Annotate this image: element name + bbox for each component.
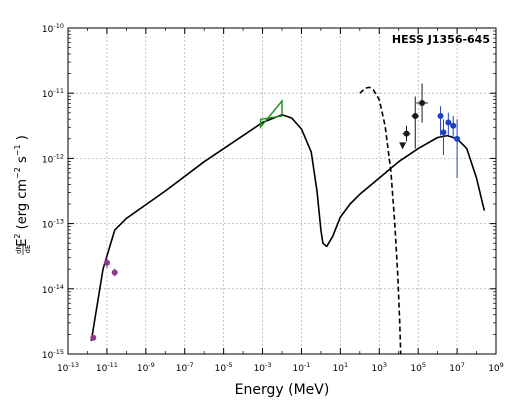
chart-title: HESS J1356-645 bbox=[392, 33, 490, 46]
y-tick-label-5: 10-10 bbox=[42, 22, 64, 35]
x-axis-label: Energy (MeV) bbox=[235, 382, 330, 398]
x-tick-label-7: 101 bbox=[333, 361, 349, 374]
blue-point-3 bbox=[450, 122, 457, 129]
ylabel-exp2: −1 bbox=[13, 144, 22, 156]
x-tick-label-11: 109 bbox=[488, 361, 504, 374]
grid-layer bbox=[68, 28, 496, 354]
purple-point-2 bbox=[111, 269, 118, 276]
blue-point-4 bbox=[454, 135, 461, 142]
bowtie-layer bbox=[259, 99, 283, 130]
curve-dashed-model bbox=[359, 86, 402, 355]
black-point-2 bbox=[419, 99, 426, 106]
model-curves bbox=[90, 86, 486, 355]
ylabel-frac-den: dE bbox=[24, 245, 32, 254]
blue-point-1 bbox=[440, 129, 447, 136]
ylabel-open: (erg cm bbox=[15, 179, 30, 229]
ylabel-mid: s bbox=[15, 156, 30, 167]
y-tick-label-2: 10-13 bbox=[42, 218, 64, 231]
fermi-bowtie bbox=[259, 99, 283, 130]
purple-point-0 bbox=[90, 334, 97, 341]
black-upper-limit-0 bbox=[399, 142, 407, 150]
data-points bbox=[90, 83, 461, 341]
x-tick-label-4: 10-5 bbox=[215, 361, 233, 374]
blue-point-0 bbox=[437, 113, 444, 120]
x-tick-label-2: 10-9 bbox=[137, 361, 155, 374]
blue-point-2 bbox=[445, 119, 452, 126]
x-tick-label-9: 105 bbox=[410, 361, 426, 374]
ylabel-close: ) bbox=[15, 135, 30, 144]
y-tick-label-0: 10-15 bbox=[42, 348, 64, 361]
y-tick-label-1: 10-14 bbox=[42, 283, 64, 296]
tick-labels: 10-13 10-11 10-9 10-7 10-5 10-3 10-1 101 103 105 1… bbox=[42, 22, 504, 374]
x-tick-label-10: 107 bbox=[449, 361, 465, 374]
black-point-1 bbox=[412, 113, 419, 120]
plot-frame bbox=[67, 27, 497, 355]
ylabel-exp1: −2 bbox=[13, 167, 22, 179]
x-tick-label-8: 103 bbox=[371, 361, 387, 374]
curve-solid-model bbox=[90, 113, 486, 342]
y-axis-label: E2 (erg cm−2 s−1 ) dN dE bbox=[13, 135, 32, 255]
svg-text:E2 (erg cm−2 s−1 ): E2 (erg cm−2 s−1 ) bbox=[13, 135, 30, 247]
y-tick-label-3: 10-12 bbox=[42, 152, 64, 165]
x-tick-label-5: 10-3 bbox=[254, 361, 272, 374]
black-point-0 bbox=[403, 130, 410, 137]
x-tick-label-6: 10-1 bbox=[292, 361, 310, 374]
x-tick-label-3: 10-7 bbox=[176, 361, 194, 374]
ylabel-fraction: dN dE bbox=[15, 243, 32, 255]
ylabel-sup: 2 bbox=[13, 233, 22, 238]
axis-ticks bbox=[67, 27, 497, 355]
x-tick-label-1: 10-11 bbox=[96, 361, 118, 374]
ylabel-prefix: E bbox=[15, 239, 30, 247]
x-tick-label-0: 10-13 bbox=[57, 361, 79, 374]
purple-point-1 bbox=[103, 259, 110, 266]
ylabel-frac-num: dN bbox=[15, 244, 23, 254]
y-tick-label-4: 10-11 bbox=[42, 87, 64, 100]
